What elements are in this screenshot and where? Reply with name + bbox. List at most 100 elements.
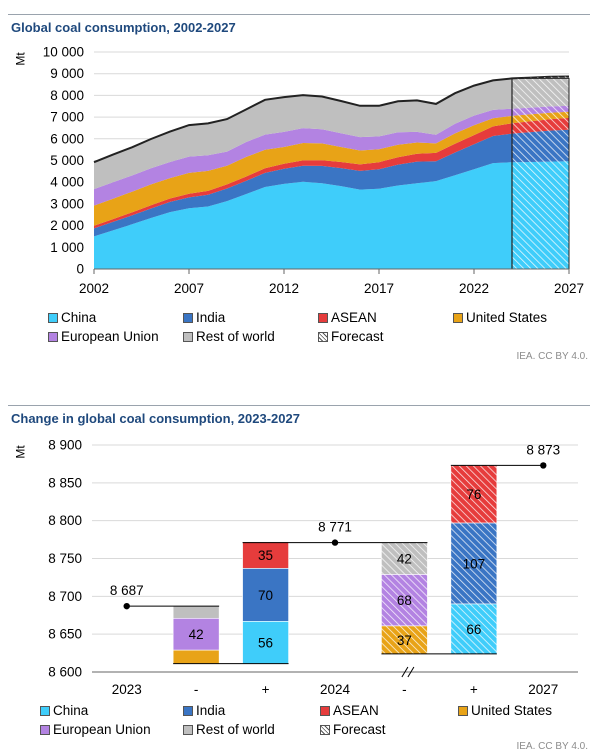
chart-title: Change in global coal consumption, 2023-… <box>11 411 300 426</box>
y-tick-label: 3 000 <box>50 196 84 211</box>
legend-label: United States <box>466 310 548 325</box>
y-tick-label: 8 000 <box>50 88 84 103</box>
x-tick-label: 2022 <box>459 281 489 296</box>
area-india <box>94 129 569 237</box>
legend-label: China <box>61 310 97 325</box>
total-label: 8 771 <box>318 520 352 535</box>
y-tick-label: 8 900 <box>48 438 82 453</box>
bar-segment-china <box>242 621 289 664</box>
data-label: 56 <box>258 635 273 650</box>
legend-item-european-union: European Union <box>48 329 159 344</box>
bar-segment-united-states <box>172 649 220 664</box>
y-tick-label: 1 000 <box>50 240 84 255</box>
legend-item-forecast: Forecast <box>318 329 384 344</box>
x-tick-label: 2027 <box>528 682 558 697</box>
y-tick-label: 5 000 <box>50 153 84 168</box>
area-united-states <box>94 111 569 226</box>
y-tick-label: 9 000 <box>50 66 84 81</box>
y-tick-label: 0 <box>76 262 84 277</box>
y-tick-label: 6 000 <box>50 131 84 146</box>
legend-swatch <box>183 724 193 735</box>
y-tick-label: 8 600 <box>48 665 82 680</box>
legend-swatch <box>183 331 193 342</box>
chart-panel-change: Change in global coal consumption, 2023-… <box>0 375 598 755</box>
top-divider <box>8 14 590 15</box>
area-china <box>94 161 569 269</box>
legend-item-rest-of-world: Rest of world <box>183 329 275 344</box>
total-label: 8 873 <box>526 442 560 457</box>
legend-swatch <box>318 312 328 323</box>
x-tick-label: 2017 <box>364 281 394 296</box>
y-tick-label: 2 000 <box>50 218 84 233</box>
y-tick-label: 8 750 <box>48 551 82 566</box>
legend-label: Forecast <box>333 722 386 737</box>
y-tick-label: 8 800 <box>48 513 82 528</box>
chart-title: Global coal consumption, 2002-2027 <box>11 20 236 35</box>
legend-label: ASEAN <box>333 703 379 718</box>
x-tick-label: + <box>470 682 478 697</box>
legend-swatch <box>453 312 463 323</box>
bar-segment-india <box>242 568 289 622</box>
total-line <box>93 75 570 164</box>
legend-label: United States <box>471 703 553 718</box>
legend-label: India <box>196 703 226 718</box>
legend-item-china: China <box>48 310 96 325</box>
y-tick-label: 8 700 <box>48 589 82 604</box>
y-tick-label: 4 000 <box>50 175 84 190</box>
forecast-hatch <box>381 625 428 654</box>
area-rest-of-world <box>94 76 569 190</box>
legend-label: China <box>53 703 89 718</box>
legend-label: Rest of world <box>196 329 275 344</box>
x-tick-label: 2027 <box>554 281 584 296</box>
data-label: 70 <box>258 588 273 603</box>
x-tick-label: - <box>194 682 199 697</box>
x-tick-label: 2007 <box>174 281 204 296</box>
legend-item-united-states: United States <box>453 310 547 325</box>
data-label: 35 <box>258 548 273 563</box>
legend-item-india: India <box>183 310 225 325</box>
x-tick-label: 2002 <box>79 281 109 296</box>
data-label: 76 <box>466 487 481 502</box>
area-european-union <box>94 105 569 206</box>
legend-label: European Union <box>53 722 151 737</box>
forecast-hatch <box>450 465 497 523</box>
y-tick-label: 8 850 <box>48 475 82 490</box>
legend-swatch <box>458 705 468 716</box>
forecast-hatch <box>381 574 428 626</box>
legend-item-asean: ASEAN <box>320 703 379 718</box>
forecast-hatch <box>512 76 569 269</box>
legend-label: ASEAN <box>331 310 377 325</box>
data-label: 42 <box>397 552 412 567</box>
data-label: 107 <box>463 556 486 571</box>
legend-swatch <box>183 312 193 323</box>
legend-swatch <box>48 331 58 342</box>
legend-swatch <box>318 331 328 342</box>
y-tick-label: 7 000 <box>50 110 84 125</box>
forecast-hatch <box>450 522 497 604</box>
waterfall-chart: 8 600 8 650 8 700 8 750 8 800 8 850 8 900 42 56 7… <box>48 438 578 697</box>
legend-swatch <box>48 312 58 323</box>
legend: China India ASEAN United States European Uni… <box>48 310 568 350</box>
legend-item-united-states: United States <box>458 703 552 718</box>
forecast-hatch <box>450 603 497 654</box>
legend-item-asean: ASEAN <box>318 310 377 325</box>
legend-item-rest-of-world: Rest of world <box>183 722 275 737</box>
legend: China India ASEAN United States European Uni… <box>40 703 568 743</box>
y-tick-label: 10 000 <box>43 45 84 60</box>
bar-segment-rest-of-world <box>172 605 220 619</box>
legend-label: Rest of world <box>196 722 275 737</box>
x-tick-label: + <box>262 682 270 697</box>
legend-label: European Union <box>61 329 159 344</box>
legend-item-china: China <box>40 703 88 718</box>
bar-segment-asean <box>242 541 289 569</box>
legend-swatch <box>320 724 330 735</box>
legend-label: India <box>196 310 226 325</box>
axis-break <box>407 666 415 678</box>
x-tick-label: 2012 <box>269 281 299 296</box>
legend-swatch <box>183 705 193 716</box>
legend-item-india: India <box>183 703 225 718</box>
forecast-hatch <box>381 542 428 575</box>
data-label: 42 <box>189 627 204 642</box>
legend-label: Forecast <box>331 329 384 344</box>
